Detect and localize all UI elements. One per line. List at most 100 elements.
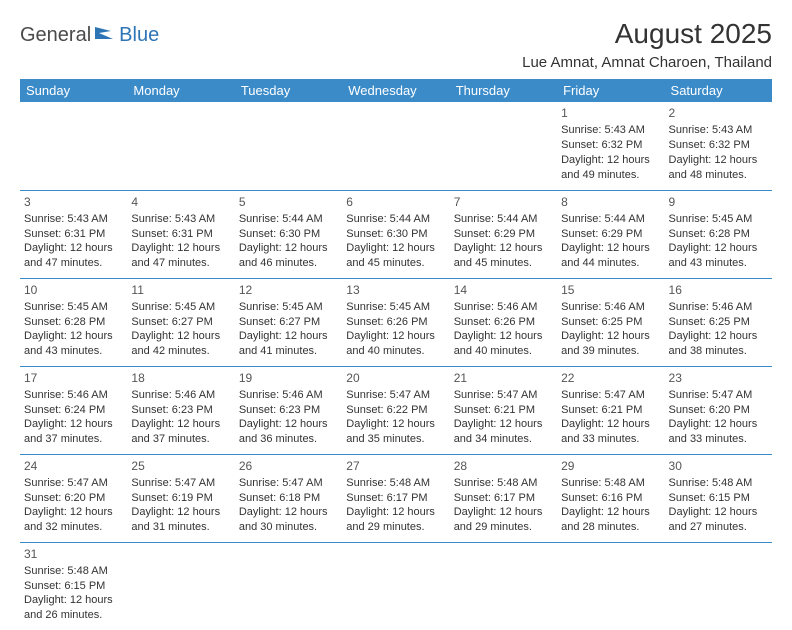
calendar-cell — [127, 542, 234, 630]
day-sunset: Sunset: 6:25 PM — [669, 315, 768, 330]
calendar-cell — [20, 102, 127, 190]
weekday-header-row: SundayMondayTuesdayWednesdayThursdayFrid… — [20, 79, 772, 102]
day-sunrise: Sunrise: 5:45 AM — [669, 212, 768, 227]
calendar-cell: 5Sunrise: 5:44 AMSunset: 6:30 PMDaylight… — [235, 190, 342, 278]
day-sunrise: Sunrise: 5:46 AM — [561, 300, 660, 315]
day-sunset: Sunset: 6:32 PM — [561, 138, 660, 153]
day-number: 18 — [131, 370, 230, 386]
day-sunrise: Sunrise: 5:48 AM — [454, 476, 553, 491]
calendar-cell: 24Sunrise: 5:47 AMSunset: 6:20 PMDayligh… — [20, 454, 127, 542]
day-number: 12 — [239, 282, 338, 298]
day-sunset: Sunset: 6:15 PM — [24, 579, 123, 594]
day-daylight: Daylight: 12 hours and 40 minutes. — [346, 329, 445, 359]
day-daylight: Daylight: 12 hours and 28 minutes. — [561, 505, 660, 535]
day-sunrise: Sunrise: 5:47 AM — [239, 476, 338, 491]
day-sunrise: Sunrise: 5:44 AM — [454, 212, 553, 227]
day-sunset: Sunset: 6:23 PM — [239, 403, 338, 418]
day-number: 5 — [239, 194, 338, 210]
calendar-cell — [235, 542, 342, 630]
calendar-cell: 21 Sunrise: 5:47 AMSunset: 6:21 PMDayligh… — [450, 366, 557, 454]
calendar-cell: 27Sunrise: 5:48 AMSunset: 6:17 PMDayligh… — [342, 454, 449, 542]
calendar-cell: 4Sunrise: 5:43 AMSunset: 6:31 PMDaylight… — [127, 190, 234, 278]
day-number: 15 — [561, 282, 660, 298]
day-sunset: Sunset: 6:16 PM — [561, 491, 660, 506]
day-sunrise: Sunrise: 5:46 AM — [239, 388, 338, 403]
weekday-header: Thursday — [450, 79, 557, 102]
day-daylight: Daylight: 12 hours and 47 minutes. — [131, 241, 230, 271]
day-daylight: Daylight: 12 hours and 45 minutes. — [454, 241, 553, 271]
calendar-body: 1Sunrise: 5:43 AMSunset: 6:32 PMDaylight… — [20, 102, 772, 630]
day-sunset: Sunset: 6:18 PM — [239, 491, 338, 506]
day-daylight: Daylight: 12 hours and 45 minutes. — [346, 241, 445, 271]
calendar-cell — [235, 102, 342, 190]
day-daylight: Daylight: 12 hours and 33 minutes. — [561, 417, 660, 447]
day-number: 7 — [454, 194, 553, 210]
calendar-cell: 15Sunrise: 5:46 AMSunset: 6:25 PMDayligh… — [557, 278, 664, 366]
day-sunrise: Sunrise: 5:47 AM — [454, 388, 553, 403]
day-sunset: Sunset: 6:28 PM — [24, 315, 123, 330]
weekday-header: Friday — [557, 79, 664, 102]
calendar-cell — [665, 542, 772, 630]
calendar-cell: 7 Sunrise: 5:44 AMSunset: 6:29 PMDaylight… — [450, 190, 557, 278]
day-number: 20 — [346, 370, 445, 386]
calendar-cell: 31Sunrise: 5:48 AMSunset: 6:15 PMDayligh… — [20, 542, 127, 630]
calendar-cell: 17Sunrise: 5:46 AMSunset: 6:24 PMDayligh… — [20, 366, 127, 454]
day-sunset: Sunset: 6:21 PM — [454, 403, 553, 418]
calendar-cell: 11Sunrise: 5:45 AMSunset: 6:27 PMDayligh… — [127, 278, 234, 366]
day-daylight: Daylight: 12 hours and 33 minutes. — [669, 417, 768, 447]
calendar-row: 10Sunrise: 5:45 AMSunset: 6:28 PMDayligh… — [20, 278, 772, 366]
day-sunrise: Sunrise: 5:45 AM — [346, 300, 445, 315]
calendar-cell — [127, 102, 234, 190]
day-daylight: Daylight: 12 hours and 42 minutes. — [131, 329, 230, 359]
day-number: 21 — [454, 370, 553, 386]
weekday-header: Wednesday — [342, 79, 449, 102]
calendar-cell: 12Sunrise: 5:45 AMSunset: 6:27 PMDayligh… — [235, 278, 342, 366]
calendar-cell: 30Sunrise: 5:48 AMSunset: 6:15 PMDayligh… — [665, 454, 772, 542]
calendar-cell: 23Sunrise: 5:47 AMSunset: 6:20 PMDayligh… — [665, 366, 772, 454]
day-sunrise: Sunrise: 5:44 AM — [346, 212, 445, 227]
day-daylight: Daylight: 12 hours and 35 minutes. — [346, 417, 445, 447]
day-sunset: Sunset: 6:20 PM — [24, 491, 123, 506]
day-sunset: Sunset: 6:29 PM — [454, 227, 553, 242]
calendar-cell: 18Sunrise: 5:46 AMSunset: 6:23 PMDayligh… — [127, 366, 234, 454]
day-sunrise: Sunrise: 5:43 AM — [669, 123, 768, 138]
day-sunset: Sunset: 6:15 PM — [669, 491, 768, 506]
day-number: 16 — [669, 282, 768, 298]
day-sunrise: Sunrise: 5:47 AM — [561, 388, 660, 403]
calendar-cell: 8Sunrise: 5:44 AMSunset: 6:29 PMDaylight… — [557, 190, 664, 278]
day-number: 3 — [24, 194, 123, 210]
day-daylight: Daylight: 12 hours and 41 minutes. — [239, 329, 338, 359]
day-sunset: Sunset: 6:32 PM — [669, 138, 768, 153]
day-sunset: Sunset: 6:21 PM — [561, 403, 660, 418]
day-sunrise: Sunrise: 5:45 AM — [24, 300, 123, 315]
calendar-cell: 10Sunrise: 5:45 AMSunset: 6:28 PMDayligh… — [20, 278, 127, 366]
day-sunset: Sunset: 6:26 PM — [346, 315, 445, 330]
calendar-cell: 6Sunrise: 5:44 AMSunset: 6:30 PMDaylight… — [342, 190, 449, 278]
day-number: 28 — [454, 458, 553, 474]
day-daylight: Daylight: 12 hours and 48 minutes. — [669, 153, 768, 183]
day-sunrise: Sunrise: 5:45 AM — [131, 300, 230, 315]
calendar-cell — [450, 542, 557, 630]
day-daylight: Daylight: 12 hours and 47 minutes. — [24, 241, 123, 271]
calendar-row: 3Sunrise: 5:43 AMSunset: 6:31 PMDaylight… — [20, 190, 772, 278]
day-number: 25 — [131, 458, 230, 474]
day-daylight: Daylight: 12 hours and 46 minutes. — [239, 241, 338, 271]
weekday-header: Sunday — [20, 79, 127, 102]
day-sunset: Sunset: 6:19 PM — [131, 491, 230, 506]
calendar-cell: 19 Sunrise: 5:46 AMSunset: 6:23 PMDayligh… — [235, 366, 342, 454]
calendar-cell: 14Sunrise: 5:46 AMSunset: 6:26 PMDayligh… — [450, 278, 557, 366]
calendar-cell: 26 Sunrise: 5:47 AMSunset: 6:18 PMDayligh… — [235, 454, 342, 542]
day-number: 19 — [239, 370, 338, 386]
day-daylight: Daylight: 12 hours and 34 minutes. — [454, 417, 553, 447]
day-daylight: Daylight: 12 hours and 37 minutes. — [131, 417, 230, 447]
day-daylight: Daylight: 12 hours and 49 minutes. — [561, 153, 660, 183]
day-number: 30 — [669, 458, 768, 474]
day-daylight: Daylight: 12 hours and 36 minutes. — [239, 417, 338, 447]
day-sunrise: Sunrise: 5:48 AM — [346, 476, 445, 491]
day-number: 26 — [239, 458, 338, 474]
day-sunrise: Sunrise: 5:43 AM — [131, 212, 230, 227]
day-sunrise: Sunrise: 5:46 AM — [669, 300, 768, 315]
day-daylight: Daylight: 12 hours and 30 minutes. — [239, 505, 338, 535]
calendar-cell: 16Sunrise: 5:46 AMSunset: 6:25 PMDayligh… — [665, 278, 772, 366]
day-number: 27 — [346, 458, 445, 474]
